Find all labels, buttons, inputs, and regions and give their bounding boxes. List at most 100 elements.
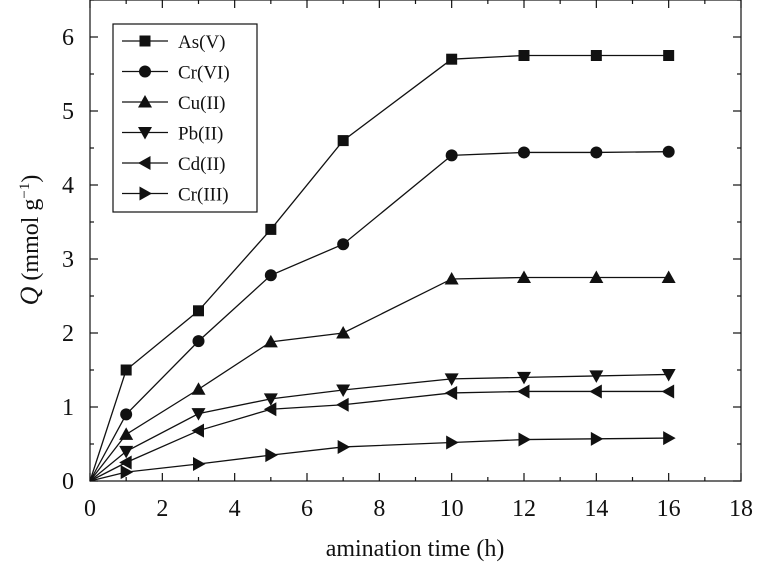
data-point	[191, 382, 206, 395]
data-point	[444, 385, 458, 400]
legend-label: Cd(II)	[178, 154, 225, 175]
data-point	[517, 371, 531, 385]
data-point	[193, 456, 206, 471]
data-point	[336, 397, 349, 412]
series-line	[89, 373, 669, 482]
x-tick-label: 16	[657, 496, 681, 522]
y-tick-label: 0	[62, 469, 74, 495]
legend-entry: Pb(II)	[122, 124, 223, 145]
data-point	[119, 455, 132, 470]
data-point	[589, 370, 604, 383]
legend-label: Cr(VI)	[178, 63, 230, 84]
series	[89, 384, 675, 482]
y-axis-title-units: (mmol g	[18, 199, 44, 281]
data-point	[590, 146, 603, 159]
data-point	[264, 269, 277, 282]
series-line	[89, 276, 669, 482]
data-point	[263, 402, 277, 417]
x-tick-label: 6	[301, 496, 313, 522]
legend-entry: Cd(II)	[122, 154, 225, 175]
data-point	[263, 393, 278, 406]
data-point	[518, 432, 531, 447]
data-point	[193, 305, 204, 317]
x-tick-label: 4	[229, 496, 241, 522]
data-point	[120, 465, 134, 480]
legend-label: Pb(II)	[178, 124, 223, 145]
y-tick-label: 5	[62, 99, 74, 125]
data-point	[192, 335, 205, 348]
x-tick-label: 2	[156, 496, 168, 522]
series	[89, 270, 676, 482]
legend-marker	[139, 186, 152, 201]
data-point	[517, 270, 531, 283]
data-point	[663, 50, 675, 61]
x-tick-label: 10	[440, 496, 464, 522]
data-point	[191, 423, 204, 438]
legend-marker	[139, 65, 151, 78]
data-point	[337, 439, 351, 454]
series	[89, 50, 675, 482]
y-axis-title-exponent: −1	[17, 183, 33, 199]
data-point	[662, 145, 675, 158]
legend-marker	[138, 95, 152, 108]
data-point	[590, 50, 602, 61]
data-point	[518, 50, 530, 61]
data-point	[590, 431, 604, 446]
data-point	[446, 435, 459, 450]
x-tick-label: 18	[729, 496, 753, 522]
y-tick-label: 3	[62, 247, 74, 273]
data-point	[445, 149, 458, 162]
data-point	[336, 384, 351, 397]
data-point	[119, 427, 134, 440]
x-tick-label: 0	[84, 496, 96, 522]
y-axis-title: Q (mmol g−1)	[15, 175, 44, 306]
series	[89, 145, 675, 482]
legend-entry: Cu(II)	[122, 93, 225, 114]
y-tick-label: 1	[62, 395, 74, 421]
legend-entry: Cr(III)	[122, 185, 229, 206]
data-series	[89, 50, 676, 482]
y-tick-label: 2	[62, 321, 74, 347]
data-point	[661, 270, 676, 283]
data-point	[120, 408, 133, 421]
x-tick-label: 14	[584, 496, 608, 522]
legend-marker	[138, 127, 152, 140]
y-tick-label: 4	[62, 173, 74, 199]
data-point	[589, 384, 602, 399]
data-point	[119, 445, 134, 459]
legend-items: As(V) Cr(VI) Cu(II) Pb(II) Cd(II) Cr(III)	[122, 32, 230, 206]
data-point	[336, 326, 351, 339]
series	[89, 431, 676, 482]
data-point	[518, 146, 530, 159]
data-point	[191, 408, 206, 421]
data-point	[263, 334, 278, 348]
legend: As(V) Cr(VI) Cu(II) Pb(II) Cd(II) Cr(III)	[112, 23, 258, 213]
series-line	[89, 390, 669, 482]
legend-marker	[138, 156, 151, 170]
data-point	[444, 271, 459, 285]
x-tick-label: 8	[373, 496, 385, 522]
data-point	[444, 373, 459, 386]
x-tick-label: 12	[512, 496, 536, 522]
legend-label: Cr(III)	[178, 185, 229, 206]
data-point	[337, 238, 350, 251]
data-point	[661, 368, 676, 382]
legend-label: As(V)	[178, 32, 226, 53]
data-point	[265, 223, 277, 235]
legend-box	[112, 23, 258, 213]
data-point	[446, 53, 458, 65]
data-point	[661, 384, 675, 399]
data-point	[663, 431, 676, 446]
data-point	[120, 364, 132, 376]
data-point	[337, 135, 349, 147]
y-axis-title-symbol: Q	[15, 286, 44, 305]
legend-entry: As(V)	[122, 32, 226, 53]
legend-marker	[139, 35, 151, 47]
data-point	[589, 270, 604, 283]
x-axis-title: amination time (h)	[326, 536, 505, 562]
legend-entry: Cr(VI)	[122, 63, 230, 84]
series	[89, 368, 676, 482]
legend-label: Cu(II)	[178, 93, 225, 114]
